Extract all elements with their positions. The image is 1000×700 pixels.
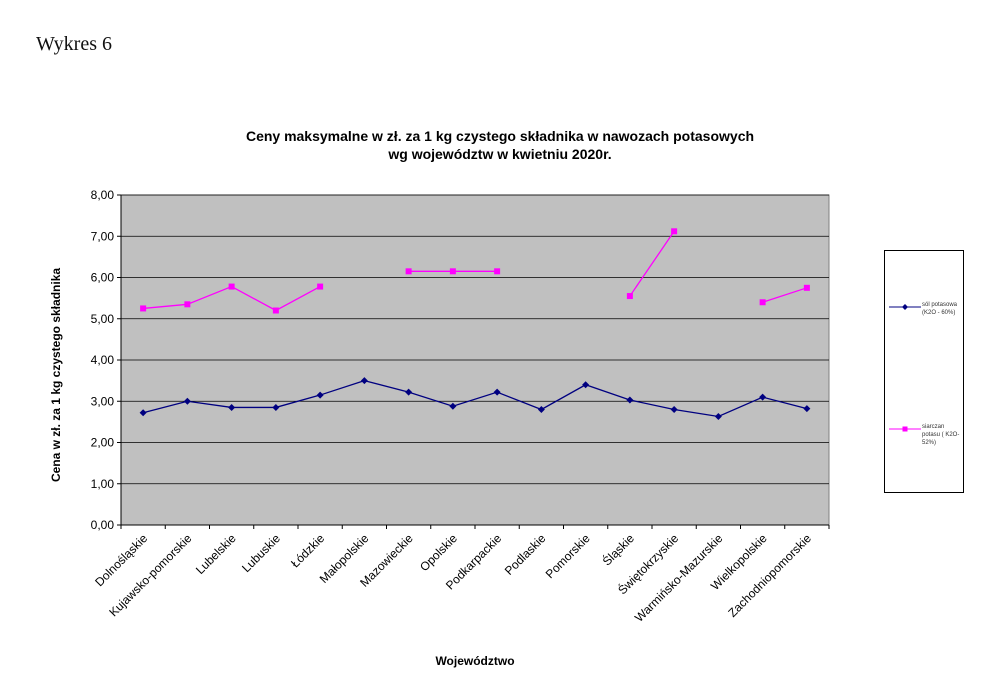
chart-legend: sól potasowa (K2O - 60%) siarczan potasu…: [884, 250, 964, 493]
series-1-point: [626, 396, 634, 404]
y-tick-label: 8,00: [91, 188, 115, 202]
x-axis-title: Województwo: [435, 654, 514, 668]
series-2-line: [629, 230, 675, 297]
series-1-point: [803, 405, 811, 413]
series-1-point: [139, 409, 147, 417]
series-1-line: [142, 379, 808, 418]
x-tick-label: Pomorskie: [543, 531, 593, 581]
series-2-point: [803, 284, 810, 291]
y-tick-label: 0,00: [91, 518, 115, 532]
y-tick-label: 5,00: [91, 312, 115, 326]
x-tick-label: Podlaskie: [502, 531, 549, 578]
series-1-point: [316, 391, 324, 399]
chart-title-line-1: Ceny maksymalne w zł. za 1 kg czystego s…: [245, 128, 755, 144]
series-2-point: [317, 283, 324, 290]
legend-swatch-series-1: [889, 304, 921, 310]
series-2-point: [759, 299, 766, 306]
series-1-point: [272, 403, 280, 411]
y-tick-label: 3,00: [91, 394, 115, 408]
legend-label-series-2: siarczan potasu ( K2O- 52%): [922, 424, 960, 446]
legend-swatch-series-2: [889, 426, 921, 432]
series-1-point: [493, 388, 501, 396]
series-1-point: [228, 403, 236, 411]
series-1-point: [360, 377, 368, 385]
series-1-point: [449, 402, 457, 410]
series-2-point: [228, 283, 235, 290]
series-2-point: [184, 301, 191, 308]
series-2-point: [272, 307, 279, 314]
y-tick-label: 2,00: [91, 436, 115, 450]
series-1-point: [183, 397, 191, 405]
x-tick-label: Zachodniopomorskie: [725, 531, 814, 620]
x-tick-label: Warmińsko-Mazurskie: [632, 531, 726, 625]
figure-label: Wykres 6: [36, 33, 112, 55]
y-axis-title: Cena w zł. za 1 kg czystego składnika: [49, 268, 63, 482]
series-2-line: [762, 287, 808, 303]
y-tick-label: 1,00: [91, 477, 115, 491]
x-tick-label: Lubelskie: [193, 531, 239, 577]
series-1-point: [582, 381, 590, 389]
legend-label-series-1: sól potasowa (K2O - 60%): [922, 302, 958, 316]
x-tick-label: Kujawsko-pomorskie: [106, 531, 194, 619]
x-tick-label: Opolskie: [417, 531, 460, 574]
x-tick-label: Lubuskie: [239, 531, 283, 575]
series-2-point: [140, 305, 147, 312]
series-2-point: [405, 268, 412, 275]
y-tick-label: 4,00: [91, 353, 115, 367]
x-tick-label: Śląskie: [599, 530, 637, 568]
series-2-point: [494, 268, 501, 275]
series-1-point: [405, 388, 413, 396]
x-tick-label: Łódzkie: [288, 531, 327, 570]
chart-title-line-2: wg województw w kwietniu 2020r.: [388, 146, 612, 162]
chart-title: Ceny maksymalne w zł. za 1 kg czystego s…: [200, 127, 800, 163]
series-1-point: [537, 406, 545, 413]
series-2-point: [449, 268, 456, 275]
series-1-point: [670, 406, 678, 413]
y-tick-label: 6,00: [91, 271, 115, 285]
series-2-point: [671, 228, 678, 235]
series-2-point: [626, 293, 633, 300]
y-tick-label: 7,00: [91, 229, 115, 243]
series-1-point: [759, 393, 767, 401]
series-1-point: [714, 413, 722, 421]
